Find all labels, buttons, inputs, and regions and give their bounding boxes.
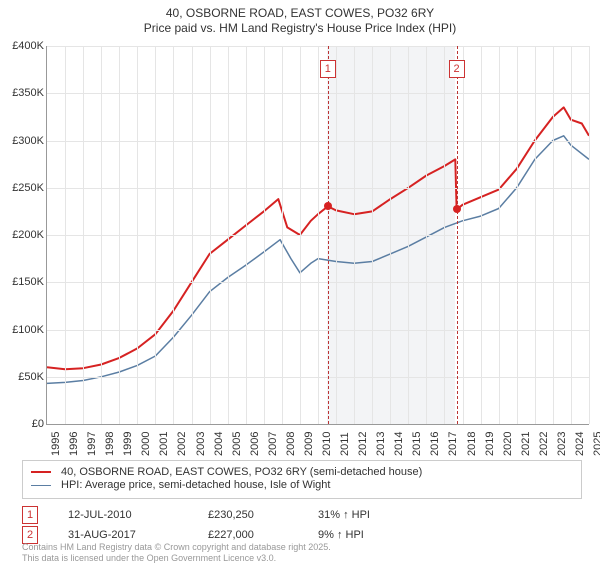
- legend-label-1: 40, OSBORNE ROAD, EAST COWES, PO32 6RY (…: [61, 466, 422, 478]
- x-tick-label: 2022: [538, 432, 550, 456]
- x-tick-label: 2017: [447, 432, 459, 456]
- gridline-v: [282, 46, 283, 424]
- legend-row-series-2: HPI: Average price, semi-detached house,…: [31, 479, 573, 491]
- gridline-v: [444, 46, 445, 424]
- legend-row-series-1: 40, OSBORNE ROAD, EAST COWES, PO32 6RY (…: [31, 466, 573, 478]
- x-tick-label: 2020: [502, 432, 514, 456]
- x-tick-label: 2012: [357, 432, 369, 456]
- event-row-delta: 9% ↑ HPI: [318, 529, 418, 541]
- chart-titles: 40, OSBORNE ROAD, EAST COWES, PO32 6RY P…: [0, 0, 600, 35]
- x-tick-label: 2005: [231, 432, 243, 456]
- gridline-v: [119, 46, 120, 424]
- y-tick-label: £400K: [0, 40, 44, 52]
- gridline-v: [372, 46, 373, 424]
- event-row: 1 12-JUL-2010 £230,250 31% ↑ HPI: [22, 506, 582, 524]
- y-tick-label: £250K: [0, 182, 44, 194]
- event-line: [328, 46, 329, 424]
- x-tick-label: 2002: [176, 432, 188, 456]
- event-row-date: 31-AUG-2017: [68, 529, 178, 541]
- x-tick-label: 2015: [411, 432, 423, 456]
- event-row-price: £227,000: [208, 529, 288, 541]
- gridline-v: [553, 46, 554, 424]
- x-tick-label: 2014: [393, 432, 405, 456]
- x-tick-label: 2021: [520, 432, 532, 456]
- x-tick-label: 2001: [158, 432, 170, 456]
- legend-swatch-1: [31, 471, 51, 473]
- x-tick-label: 2007: [267, 432, 279, 456]
- x-tick-label: 2000: [140, 432, 152, 456]
- x-tick-label: 2008: [285, 432, 297, 456]
- gridline-v: [137, 46, 138, 424]
- gridline-v: [228, 46, 229, 424]
- gridline-v: [499, 46, 500, 424]
- event-line: [457, 46, 458, 424]
- event-dot: [324, 202, 332, 210]
- chart-title-line2: Price paid vs. HM Land Registry's House …: [0, 21, 600, 35]
- gridline-v: [318, 46, 319, 424]
- event-row-price: £230,250: [208, 509, 288, 521]
- gridline-v: [246, 46, 247, 424]
- event-row-date: 12-JUL-2010: [68, 509, 178, 521]
- x-tick-label: 2003: [195, 432, 207, 456]
- x-tick-label: 1998: [104, 432, 116, 456]
- gridline-v: [481, 46, 482, 424]
- gridline-v: [173, 46, 174, 424]
- event-row-delta: 31% ↑ HPI: [318, 509, 418, 521]
- gridline-v: [83, 46, 84, 424]
- x-tick-label: 1995: [50, 432, 62, 456]
- legend-swatch-2: [31, 485, 51, 486]
- y-tick-label: £350K: [0, 87, 44, 99]
- gridline-v: [65, 46, 66, 424]
- x-tick-label: 1997: [86, 432, 98, 456]
- chart-title-line1: 40, OSBORNE ROAD, EAST COWES, PO32 6RY: [0, 6, 600, 20]
- x-tick-label: 2010: [321, 432, 333, 456]
- x-tick-label: 2018: [466, 432, 478, 456]
- event-row-marker: 1: [22, 506, 38, 524]
- gridline-v: [589, 46, 590, 424]
- gridline-v: [155, 46, 156, 424]
- event-dot: [453, 205, 461, 213]
- x-tick-label: 2019: [484, 432, 496, 456]
- events-table: 112-JUL-2010£230,25031% ↑ HPI231-AUG-201…: [22, 504, 582, 544]
- y-tick-label: £100K: [0, 324, 44, 336]
- gridline-v: [210, 46, 211, 424]
- x-tick-label: 2006: [249, 432, 261, 456]
- gridline-v: [264, 46, 265, 424]
- x-tick-label: 2004: [213, 432, 225, 456]
- footnote-text: Contains HM Land Registry data © Crown c…: [22, 542, 582, 564]
- gridline-v: [408, 46, 409, 424]
- x-tick-label: 2013: [375, 432, 387, 456]
- y-tick-label: £0: [0, 418, 44, 430]
- gridline-v: [101, 46, 102, 424]
- legend-label-2: HPI: Average price, semi-detached house,…: [61, 479, 330, 491]
- event-marker: 1: [320, 60, 336, 78]
- y-tick-label: £300K: [0, 135, 44, 147]
- y-tick-label: £200K: [0, 229, 44, 241]
- gridline-v: [354, 46, 355, 424]
- gridline-v: [426, 46, 427, 424]
- x-tick-label: 1999: [122, 432, 134, 456]
- gridline-v: [517, 46, 518, 424]
- x-tick-label: 2025: [592, 432, 600, 456]
- x-tick-label: 2016: [429, 432, 441, 456]
- x-tick-label: 2024: [574, 432, 586, 456]
- plot-area: 12: [46, 46, 589, 425]
- y-tick-label: £50K: [0, 371, 44, 383]
- event-marker: 2: [449, 60, 465, 78]
- x-tick-label: 2023: [556, 432, 568, 456]
- gridline-v: [463, 46, 464, 424]
- x-tick-label: 2009: [303, 432, 315, 456]
- gridline-v: [336, 46, 337, 424]
- gridline-v: [192, 46, 193, 424]
- chart-container: 40, OSBORNE ROAD, EAST COWES, PO32 6RY P…: [0, 0, 600, 560]
- gridline-v: [390, 46, 391, 424]
- y-tick-label: £150K: [0, 276, 44, 288]
- gridline-v: [300, 46, 301, 424]
- x-tick-label: 1996: [68, 432, 80, 456]
- gridline-v: [571, 46, 572, 424]
- x-tick-label: 2011: [339, 432, 351, 456]
- legend-box: 40, OSBORNE ROAD, EAST COWES, PO32 6RY (…: [22, 460, 582, 499]
- gridline-v: [535, 46, 536, 424]
